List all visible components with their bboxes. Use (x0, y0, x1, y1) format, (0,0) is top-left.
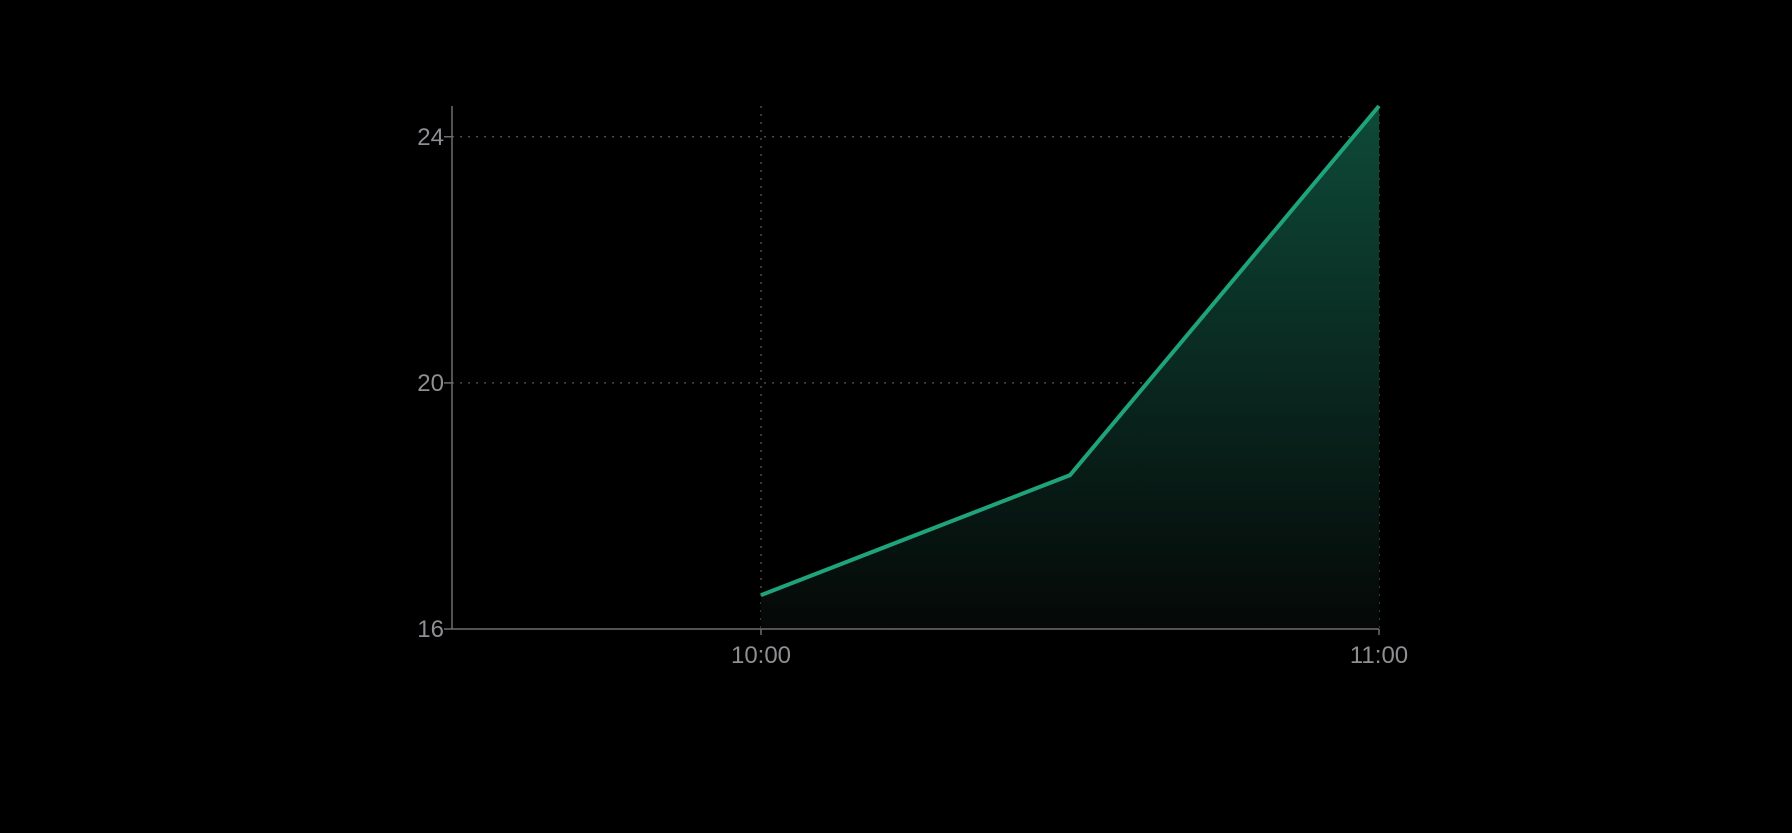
area-fill-layer (761, 106, 1379, 629)
series-line-layer (760, 104, 1381, 598)
y-tick-label: 20 (417, 370, 444, 397)
series-area (761, 106, 1379, 629)
y-tick-label: 16 (417, 616, 444, 643)
tick-labels: 24 20 16 10:00 11:00 (417, 124, 1408, 669)
x-tick-label: 11:00 (1350, 642, 1408, 669)
x-tick-label: 10:00 (731, 642, 791, 669)
series-line (760, 104, 1381, 598)
y-tick-label: 24 (417, 124, 444, 151)
axes (444, 106, 1380, 635)
